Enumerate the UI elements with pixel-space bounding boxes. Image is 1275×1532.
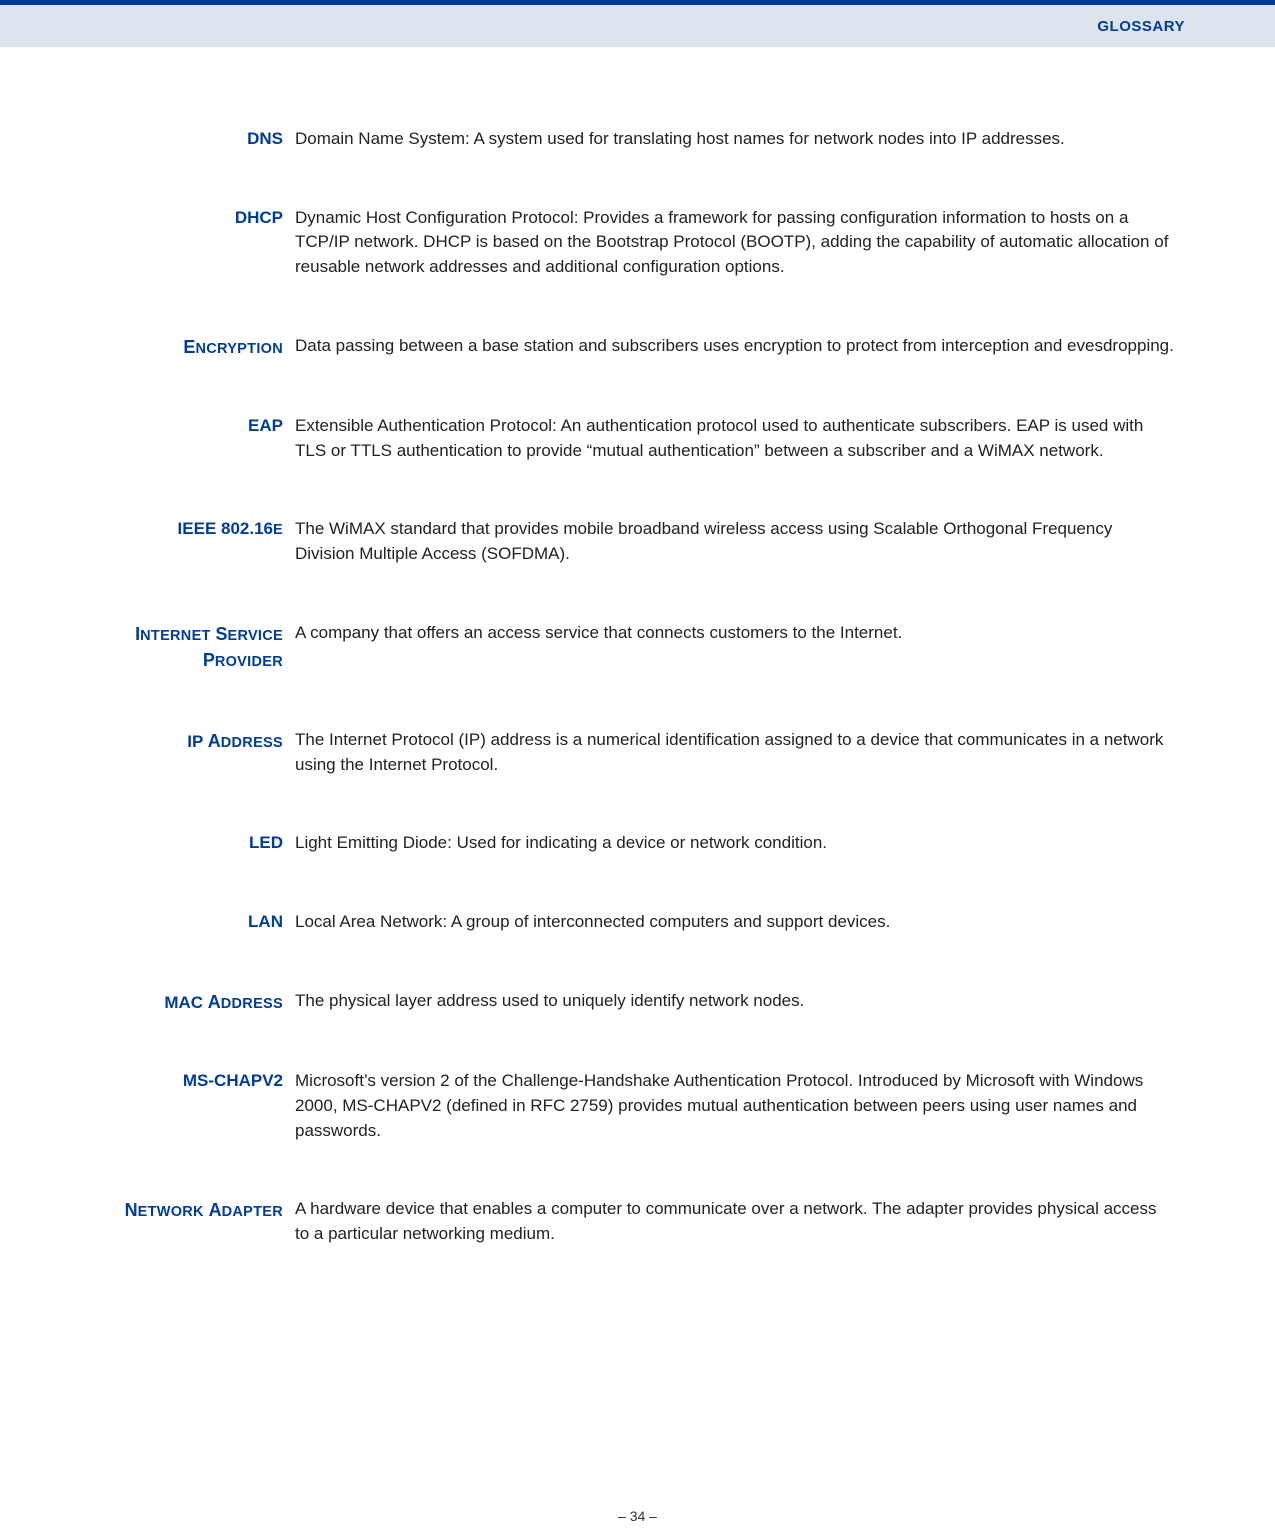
glossary-entry: MS-CHAPV2Microsoft’s version 2 of the Ch… <box>90 1069 1185 1143</box>
glossary-term: IP ADDRESS <box>90 728 295 755</box>
glossary-term: DHCP <box>90 206 295 231</box>
header-title: GLOSSARY <box>1097 18 1185 35</box>
glossary-entry: LEDLight Emitting Diode: Used for indica… <box>90 831 1185 856</box>
glossary-entry: IEEE 802.16EThe WiMAX standard that prov… <box>90 517 1185 566</box>
glossary-entry: LANLocal Area Network: A group of interc… <box>90 910 1185 935</box>
glossary-entry: MAC ADDRESSThe physical layer address us… <box>90 989 1185 1016</box>
glossary-term: NETWORK ADAPTER <box>90 1197 295 1224</box>
glossary-entry: DHCPDynamic Host Configuration Protocol:… <box>90 206 1185 280</box>
glossary-definition: The WiMAX standard that provides mobile … <box>295 517 1185 566</box>
glossary-definition: A hardware device that enables a compute… <box>295 1197 1185 1246</box>
glossary-term: ENCRYPTION <box>90 334 295 361</box>
header-bar: GLOSSARY <box>0 5 1275 47</box>
glossary-definition: Extensible Authentication Protocol: An a… <box>295 414 1185 463</box>
glossary-term: LAN <box>90 910 295 935</box>
glossary-term: INTERNET SERVICE PROVIDER <box>90 621 295 674</box>
glossary-entry: EAPExtensible Authentication Protocol: A… <box>90 414 1185 463</box>
glossary-term: LED <box>90 831 295 856</box>
glossary-definition: The physical layer address used to uniqu… <box>295 989 1185 1014</box>
glossary-definition: A company that offers an access service … <box>295 621 1185 646</box>
glossary-content: DNSDomain Name System: A system used for… <box>0 47 1275 1246</box>
glossary-entry: DNSDomain Name System: A system used for… <box>90 127 1185 152</box>
glossary-entry: NETWORK ADAPTERA hardware device that en… <box>90 1197 1185 1246</box>
glossary-definition: The Internet Protocol (IP) address is a … <box>295 728 1185 777</box>
glossary-definition: Data passing between a base station and … <box>295 334 1185 359</box>
page-footer: – 34 – <box>0 1508 1275 1524</box>
glossary-term: MAC ADDRESS <box>90 989 295 1016</box>
glossary-term: EAP <box>90 414 295 439</box>
glossary-definition: Light Emitting Diode: Used for indicatin… <box>295 831 1185 856</box>
glossary-definition: Local Area Network: A group of interconn… <box>295 910 1185 935</box>
glossary-entry: ENCRYPTIONData passing between a base st… <box>90 334 1185 361</box>
page-number: – 34 – <box>618 1508 657 1524</box>
glossary-term: MS-CHAPV2 <box>90 1069 295 1094</box>
glossary-entry: INTERNET SERVICE PROVIDERA company that … <box>90 621 1185 674</box>
glossary-definition: Dynamic Host Configuration Protocol: Pro… <box>295 206 1185 280</box>
glossary-term: DNS <box>90 127 295 152</box>
glossary-definition: Domain Name System: A system used for tr… <box>295 127 1185 152</box>
glossary-definition: Microsoft’s version 2 of the Challenge-H… <box>295 1069 1185 1143</box>
glossary-entry: IP ADDRESSThe Internet Protocol (IP) add… <box>90 728 1185 777</box>
glossary-term: IEEE 802.16E <box>90 517 295 542</box>
